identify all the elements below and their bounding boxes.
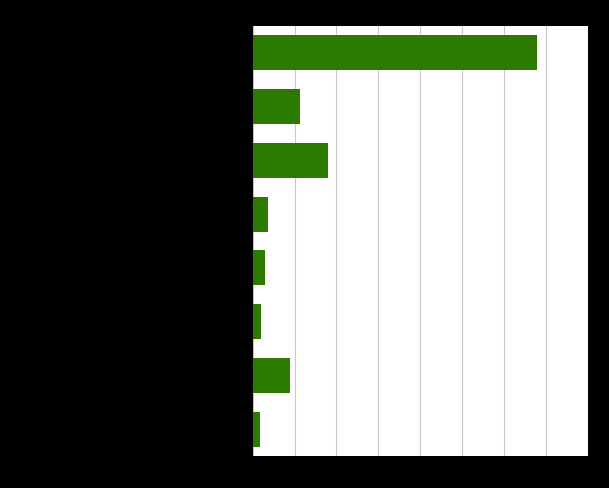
Bar — [253, 412, 260, 447]
Bar — [253, 358, 290, 393]
Bar — [253, 143, 328, 179]
Bar — [253, 90, 300, 125]
Bar — [253, 197, 268, 232]
Bar — [253, 305, 261, 340]
Bar — [253, 251, 266, 286]
Bar — [253, 36, 537, 71]
